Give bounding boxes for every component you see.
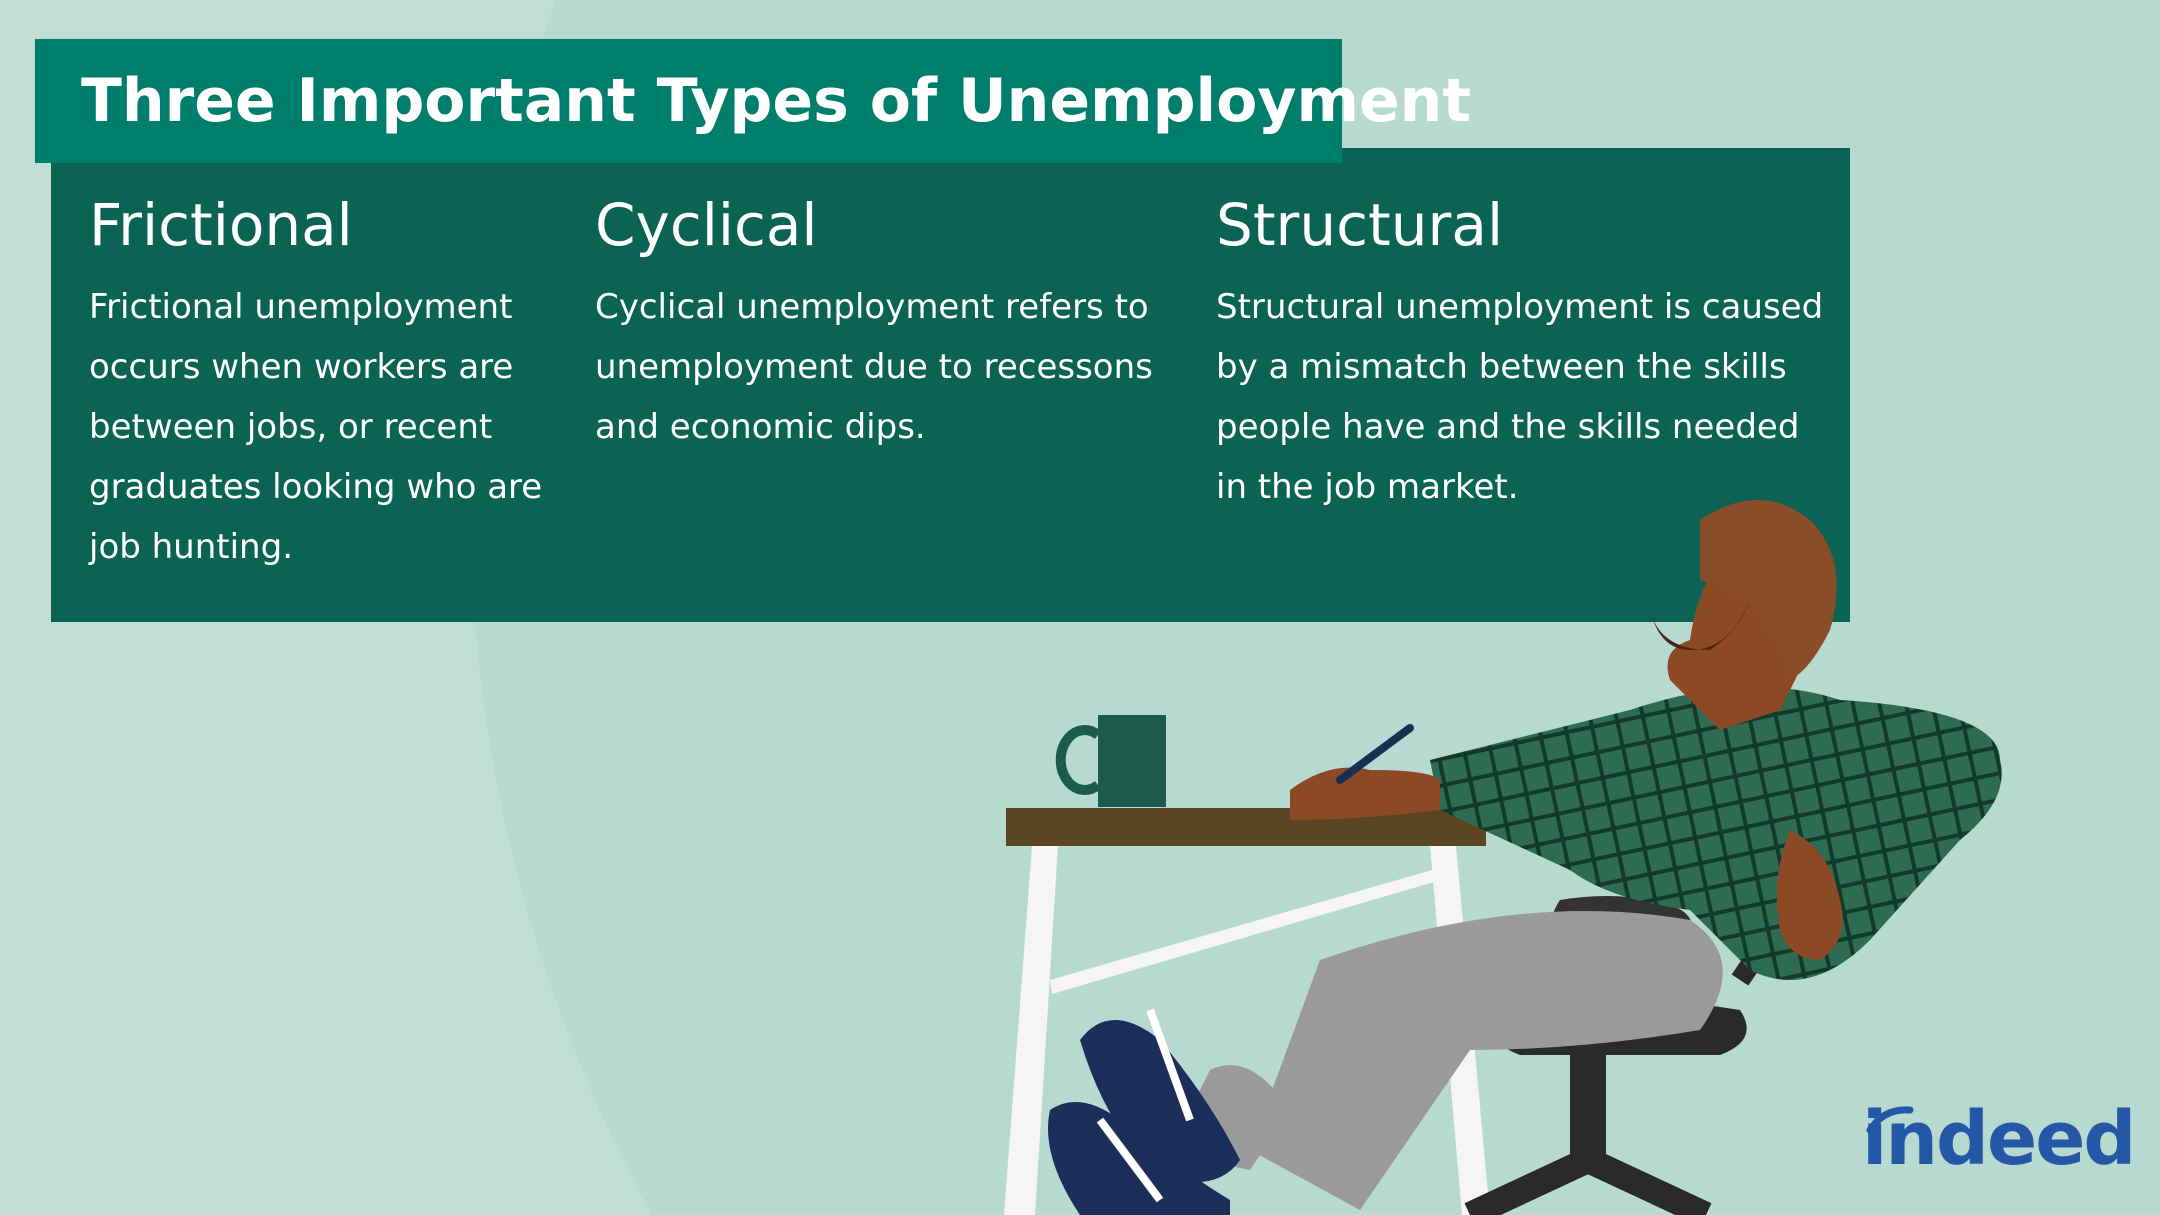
indeed-logo-arc-icon [1866, 1106, 1914, 1134]
type-heading: Frictional [89, 191, 353, 259]
type-structural: Structural Structural unemployment is ca… [1216, 193, 1836, 517]
types-panel [51, 148, 1850, 622]
type-cyclical: Cyclical Cyclical unemployment refers to… [595, 193, 1175, 457]
type-heading: Structural [1216, 191, 1504, 259]
type-heading: Cyclical [595, 191, 818, 259]
type-description: Cyclical unemployment refers to unemploy… [595, 287, 1153, 447]
type-frictional: Frictional Frictional unemployment occur… [89, 193, 559, 577]
type-description: Frictional unemployment occurs when work… [89, 287, 543, 567]
page-title: Three Important Types of Unemployment [35, 39, 1471, 163]
indeed-logo[interactable]: indeed [1862, 1096, 2136, 1182]
type-description: Structural unemployment is caused by a m… [1216, 287, 1824, 507]
